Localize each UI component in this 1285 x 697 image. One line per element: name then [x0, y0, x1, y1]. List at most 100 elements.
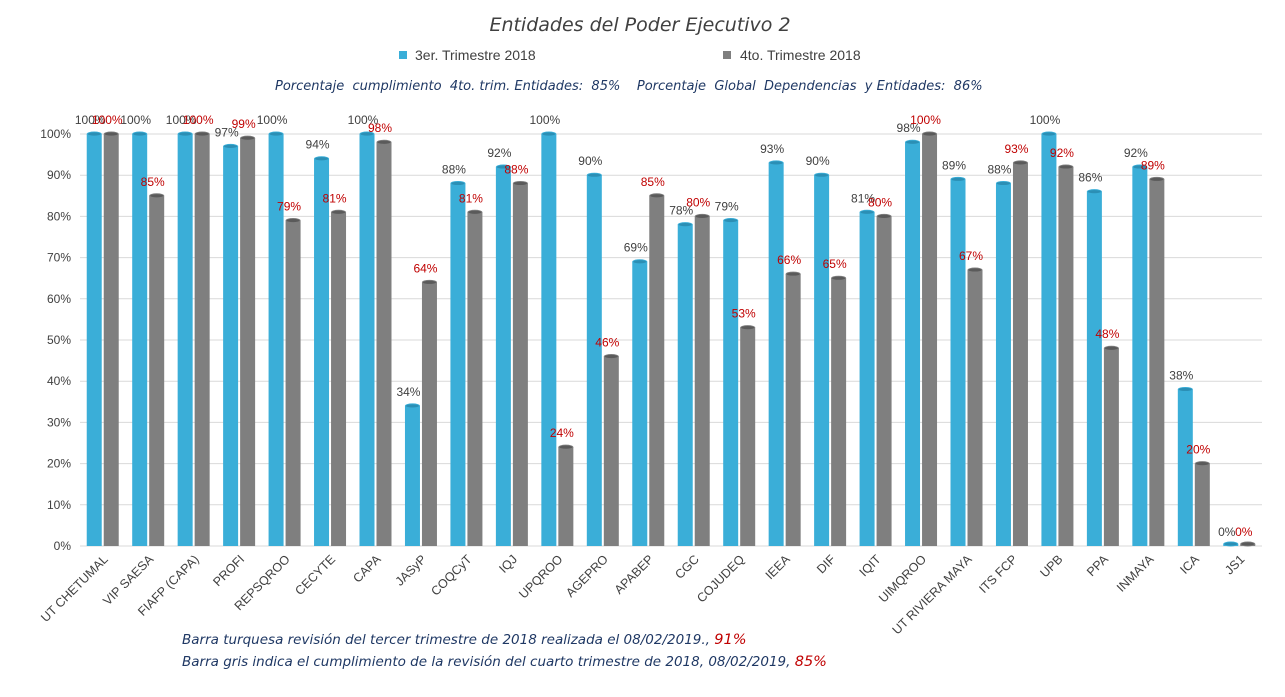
data-label-series-b: 85%	[641, 175, 665, 189]
data-label-series-b: 79%	[277, 200, 301, 214]
x-tick-label: APABEP	[612, 552, 657, 597]
data-label-series-a: 90%	[806, 154, 830, 168]
bar-series-b	[1149, 176, 1165, 546]
data-label-series-b: 100%	[183, 113, 214, 127]
bar-series-a	[86, 131, 102, 546]
data-label-series-a: 100%	[348, 113, 379, 127]
bar-series-a	[1223, 541, 1239, 547]
legend-label-series-a: 3er. Trimestre 2018	[415, 47, 536, 63]
bar-series-b	[103, 131, 119, 546]
bar-series-b	[922, 131, 938, 546]
bar-series-a	[314, 156, 330, 546]
legend-swatch-series-b	[723, 51, 731, 59]
data-label-series-b: 80%	[868, 195, 892, 209]
data-label-series-a: 100%	[529, 113, 560, 127]
bar-series-b	[467, 209, 483, 546]
data-label-series-b: 92%	[1050, 146, 1074, 160]
data-label-series-a: 94%	[306, 138, 330, 152]
bar-series-a	[950, 176, 966, 546]
x-tick-label: UT CHETUMAL	[38, 552, 111, 625]
bar-series-b	[1194, 461, 1210, 546]
note-series-b-text: Barra gris indica el cumplimiento de la …	[182, 654, 791, 670]
data-label-series-b: 93%	[1004, 142, 1028, 156]
bar-series-a	[177, 131, 193, 546]
y-tick-label: 50%	[47, 333, 71, 347]
bar-series-b	[331, 209, 347, 546]
bar-series-b	[285, 218, 301, 546]
x-tick-label: UT RIVIERA MAYA	[890, 552, 976, 638]
bar-series-a	[359, 131, 375, 546]
bar-series-a	[268, 131, 284, 546]
x-tick-label: CECYTE	[292, 552, 338, 598]
bar-series-b	[1240, 541, 1256, 547]
data-label-series-b: 46%	[595, 335, 619, 349]
x-tick-label: PROFI	[210, 552, 247, 589]
x-tick-label: JASyP	[393, 552, 429, 588]
note-series-b: Barra gris indica el cumplimiento de la …	[182, 654, 827, 670]
data-labels: 100%100%100%85%100%100%97%99% 100%79%94%8…	[75, 113, 1253, 539]
bar-series-b	[1058, 164, 1074, 546]
data-label-series-b: 89%	[1141, 158, 1165, 172]
y-tick-label: 90%	[47, 168, 71, 182]
data-label-series-a: 90%	[578, 154, 602, 168]
y-tick-label: 100%	[40, 127, 71, 141]
y-tick-label: 40%	[47, 374, 71, 388]
bar-series-a	[768, 160, 784, 546]
bar-series-a	[995, 180, 1011, 546]
bar-series-b	[240, 135, 256, 546]
data-label-series-a: 78%	[669, 204, 693, 218]
x-tick-label: ICA	[1177, 552, 1202, 577]
data-label-series-b: 100%	[910, 113, 941, 127]
x-tick-label: CAPA	[350, 552, 384, 586]
bar-series-a	[814, 172, 830, 546]
bar-series-b	[558, 444, 574, 546]
bar-series-a	[132, 131, 148, 546]
y-tick-label: 70%	[47, 251, 71, 265]
bar-series-b	[149, 193, 165, 547]
note-series-b-value: 85%	[794, 654, 827, 670]
data-label-series-a: 0%	[1218, 525, 1236, 539]
x-tick-label: UPQROO	[516, 552, 565, 601]
data-label-series-a: 100%	[257, 113, 288, 127]
bar-series-a	[1086, 189, 1102, 546]
bar-series-a	[404, 403, 420, 546]
x-tick-label: JS1	[1222, 552, 1247, 577]
x-tick-label: ITS FCP	[976, 552, 1020, 596]
data-label-series-a: 88%	[987, 162, 1011, 176]
data-label-series-b: 100%	[92, 113, 123, 127]
x-tick-label: IQJ	[496, 552, 520, 576]
bars	[86, 131, 1256, 547]
y-tick-label: 80%	[47, 209, 71, 223]
bar-series-a	[541, 131, 557, 546]
bar-series-a	[450, 180, 466, 546]
bar-series-a	[1177, 386, 1193, 546]
bar-series-b	[876, 213, 892, 546]
bar-series-a	[495, 164, 511, 546]
data-label-series-b: 65%	[823, 257, 847, 271]
data-label-series-b: 66%	[777, 253, 801, 267]
data-label-series-a: 97%	[215, 125, 239, 139]
x-tick-label: CGC	[672, 552, 702, 582]
bar-series-b	[421, 279, 437, 546]
y-tick-label: 60%	[47, 292, 71, 306]
legend: 3er. Trimestre 2018 4to. Trimestre 2018	[399, 47, 861, 63]
bar-series-b	[376, 139, 392, 547]
data-label-series-b: 67%	[959, 249, 983, 263]
data-label-series-b: 98%	[368, 121, 392, 135]
y-tick-label: 10%	[47, 498, 71, 512]
bar-series-a	[723, 218, 739, 546]
data-label-series-a: 100%	[1030, 113, 1061, 127]
legend-swatch-series-a	[399, 51, 407, 59]
data-label-series-b: 20%	[1186, 443, 1210, 457]
data-label-series-a: 81%	[851, 191, 875, 205]
bar-series-b	[512, 180, 528, 546]
data-label-series-b: 53%	[732, 307, 756, 321]
bar-series-b	[1103, 345, 1119, 546]
data-label-series-a: 89%	[942, 158, 966, 172]
bar-series-b	[831, 275, 847, 546]
compliance-summary: Porcentaje cumplimiento 4to. trim. Entid…	[275, 79, 983, 94]
data-label-series-b: 88%	[504, 162, 528, 176]
x-tick-label: IQIT	[857, 552, 884, 579]
